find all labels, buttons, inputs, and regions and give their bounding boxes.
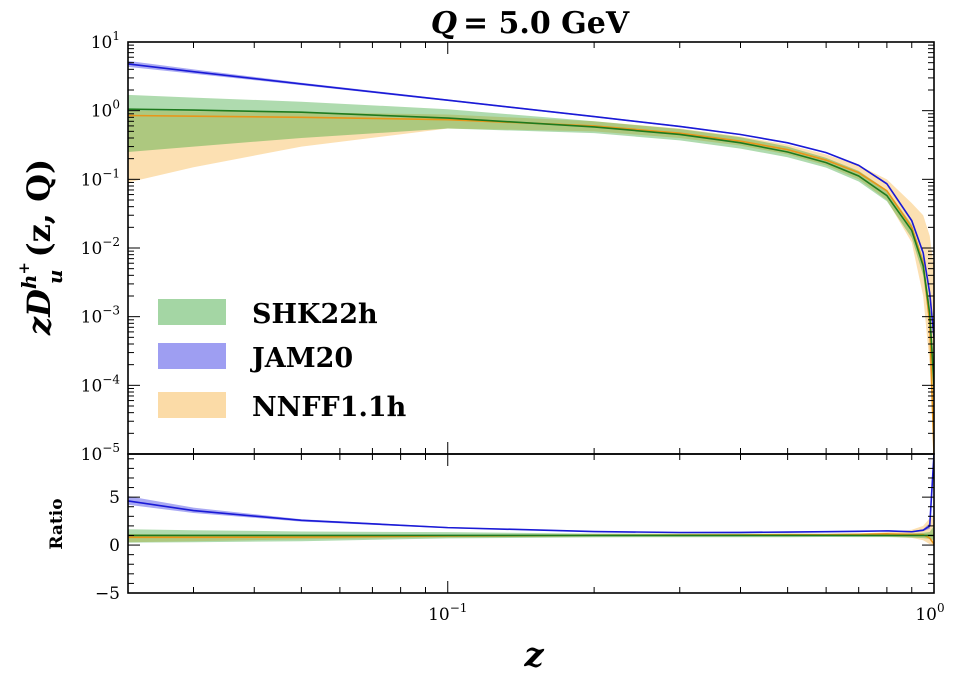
y-tick-label: 101 (91, 29, 120, 53)
ratio-frame (127, 453, 935, 594)
line-main-jam20 (128, 63, 934, 338)
main-ylabel-sup-sign: + (15, 262, 33, 275)
main-ylabel-sup: h (17, 275, 41, 290)
line-main-nnff1-1h (128, 114, 934, 454)
y-tick-label: 100 (91, 98, 120, 122)
ratio-y-tick-label: 0 (109, 536, 120, 556)
ratio-panel: 5 0 −5 (95, 453, 935, 604)
main-ylabel-post: (z, Q) (20, 159, 58, 258)
x-tick-labels: 10−1 100 (428, 601, 945, 625)
band-main-nnff1-1h (128, 110, 934, 454)
chart-title-rhs: = 5.0 GeV (463, 6, 630, 41)
y-tick-label: 10−5 (81, 441, 120, 465)
y-tick-label: 10−2 (81, 235, 120, 259)
xlabel: z (523, 635, 544, 675)
legend-swatch-shk22h (158, 299, 226, 325)
legend-label-jam20: JAM20 (250, 343, 353, 374)
y-tick-label: 10−3 (81, 304, 120, 328)
chart-title: Q = 5.0 GeV (431, 6, 630, 41)
chart-title-lhs: Q (431, 6, 457, 41)
main-ylabel: zDh+ u (z, Q) (15, 159, 67, 336)
band-main-shk22h (128, 94, 934, 406)
ratio-y-tick-label: −5 (95, 584, 120, 604)
ratio-plot-area (128, 454, 934, 546)
legend-swatch-nnff1-1h (158, 392, 226, 418)
band-ratio-shk22h (128, 525, 934, 543)
band-ratio-jam20 (128, 454, 934, 533)
ratio-y-tick-label: 5 (109, 488, 120, 508)
y-tick-label: 10−4 (81, 372, 121, 396)
legend-swatch-jam20 (158, 343, 226, 369)
band-ratio-nnff1-1h (128, 516, 934, 546)
legend-label-shk22h: SHK22h (252, 299, 378, 330)
main-plot-area (128, 60, 934, 454)
legend-label-nnff1-1h: NNFF1.1h (252, 392, 407, 423)
line-ratio-jam20 (128, 454, 934, 534)
main-ylabel-pre: zD (20, 289, 58, 336)
line-main-shk22h (128, 108, 934, 386)
x-tick-label: 10−1 (428, 601, 467, 625)
ratio-ylabel: Ratio (47, 498, 67, 549)
legend: SHK22h JAM20 NNFF1.1h (158, 299, 407, 423)
y-tick-label: 10−1 (81, 166, 120, 190)
main-panel: 101 100 10−1 10−2 10−3 10−4 10−5 (81, 29, 935, 465)
main-ylabel-sub: u (43, 270, 67, 285)
x-tick-label: 100 (915, 601, 944, 625)
